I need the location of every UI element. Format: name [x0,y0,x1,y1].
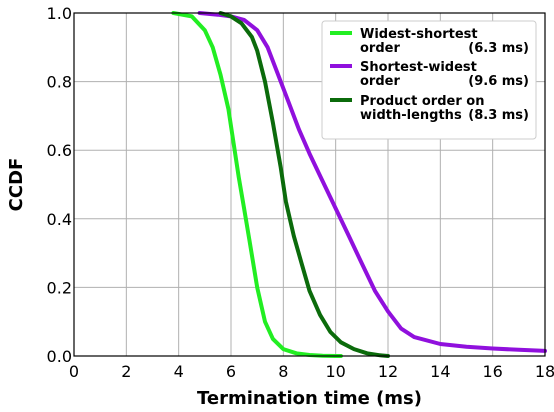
series-line-1 [171,11,343,358]
legend-label-2-line2: order [360,74,400,89]
series-line-3 [218,11,390,358]
legend-label-3-line2: width-lengths [360,108,462,123]
x-tick-label: 14 [430,362,450,381]
x-axis-label: Termination time (ms) [197,388,422,409]
x-tick-label: 16 [482,362,502,381]
legend-mean-1: (6.3 ms) [468,41,529,56]
x-tick-label: 10 [325,362,345,381]
x-tick-label: 8 [278,362,288,381]
x-tick-label: 12 [378,362,398,381]
y-tick-label: 0.6 [47,141,72,160]
x-tick-label: 4 [174,362,184,381]
y-tick-label: 0.4 [47,210,72,229]
x-tick-label: 18 [535,362,554,381]
x-tick-label: 0 [69,362,79,381]
plot-frame [73,12,546,357]
series-line-2 [197,11,547,353]
y-tick-labels: 0.0 0.2 0.4 0.6 0.8 1.0 [47,4,72,366]
y-tick-label: 0.0 [47,347,72,366]
y-axis-label: CCDF [6,158,27,212]
legend-label-3: Product order on [360,94,484,109]
x-tick-label: 6 [226,362,236,381]
legend-label-1-line2: order [360,41,400,56]
legend-mean-2: (9.6 ms) [468,74,529,89]
series-layer [171,11,547,358]
x-tick-labels: 0 2 4 6 8 10 12 14 16 18 [69,362,554,381]
legend-box [321,20,537,140]
legend-label-2: Shortest-widest [360,60,477,75]
legend-label-1: Widest-shortest [360,27,478,42]
x-tick-label: 2 [121,362,131,381]
y-tick-label: 1.0 [47,4,72,23]
y-tick-label: 0.2 [47,278,72,297]
legend-mean-3: (8.3 ms) [468,108,529,123]
y-tick-label: 0.8 [47,73,72,92]
